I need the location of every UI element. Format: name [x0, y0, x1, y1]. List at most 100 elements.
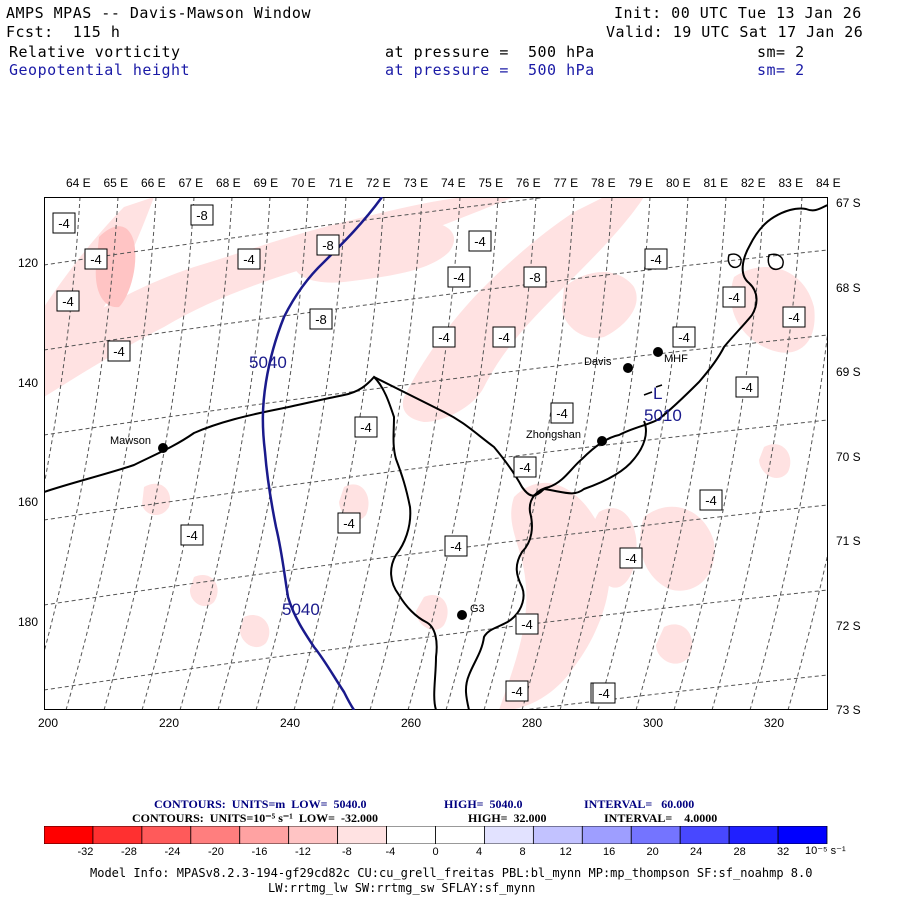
svg-text:-4: -4 — [498, 330, 510, 345]
colorbar-swatch — [44, 826, 94, 844]
meridian-line — [673, 197, 765, 710]
colorbar-swatch — [777, 826, 828, 844]
vorticity-contour-caption: CONTOURS: UNITS=10⁻⁵ s⁻¹ LOW= -32.000 — [132, 811, 379, 825]
svg-text:-4: -4 — [705, 493, 717, 508]
colorbar-swatch — [435, 826, 485, 844]
svg-text:-4: -4 — [474, 234, 486, 249]
colorbar-swatch — [190, 826, 241, 844]
colorbar-swatch — [92, 826, 143, 844]
height-contour-interval: INTERVAL= 60.000 — [584, 797, 695, 811]
svg-text:-4: -4 — [521, 617, 533, 632]
vorticity-band — [402, 197, 644, 422]
colorbar-swatch — [532, 826, 583, 844]
latitude-label: 69 S — [836, 365, 861, 379]
svg-text:-4: -4 — [438, 330, 450, 345]
vorticity-label: -4 — [735, 376, 759, 398]
vorticity-band — [656, 624, 693, 664]
colorbar-label: -8 — [342, 846, 352, 858]
coastline-islands — [643, 253, 784, 396]
vorticity-label: -4 — [84, 248, 108, 270]
longitude-label: 81 E — [703, 176, 729, 190]
map-frame — [44, 197, 828, 710]
colorbar-label: 28 — [733, 846, 746, 858]
meridian-line — [217, 197, 309, 710]
meridian-line — [65, 197, 157, 710]
svg-text:-8: -8 — [322, 238, 334, 253]
vorticity-label: -4 — [644, 248, 668, 270]
vorticity-label: -4 — [444, 535, 468, 557]
station-label: Mawson — [110, 435, 151, 447]
vorticity-band — [640, 506, 715, 591]
svg-text:-4: -4 — [360, 420, 372, 435]
field2-name: Geopotential height — [9, 61, 191, 79]
colorbar-label: 8 — [519, 846, 526, 858]
low-center-marker: L — [653, 384, 662, 403]
vorticity-label: -4 — [619, 547, 643, 569]
station-mhf-marker — [653, 347, 663, 357]
colorbar-swatch — [728, 826, 779, 844]
height-contour-5040-west — [261, 197, 384, 710]
vorticity-label: -4 — [513, 456, 537, 478]
colorbar-label: 4 — [476, 846, 483, 858]
colorbar-swatch — [484, 826, 534, 844]
colorbar-swatch — [288, 826, 339, 844]
svg-text:-4: -4 — [678, 330, 690, 345]
longitude-label: 73 E — [403, 176, 429, 190]
svg-text:-4: -4 — [113, 344, 125, 359]
longitude-label: 66 E — [141, 176, 166, 190]
colorbar-label: -12 — [295, 846, 311, 858]
svg-text:-4: -4 — [556, 406, 568, 421]
meridian-line — [787, 550, 828, 710]
longitude-label: 65 E — [103, 176, 129, 190]
longitude-label: 74 E — [441, 176, 466, 190]
svg-text:-8: -8 — [315, 312, 327, 327]
field1-name: Relative vorticity — [9, 43, 181, 61]
colorbar-label: -28 — [121, 846, 137, 858]
vorticity-label: -4 — [550, 402, 574, 424]
svg-text:-4: -4 — [58, 216, 70, 231]
longitude-label: 79 E — [628, 176, 654, 190]
vorticity-label: -4 — [592, 682, 616, 704]
vorticity-label: -4 — [492, 326, 516, 348]
colorbar-label: -24 — [164, 846, 181, 858]
field1-smoothing: sm= 2 — [757, 43, 805, 61]
x-tick-label: 220 — [159, 716, 180, 730]
vorticity-band — [499, 482, 610, 710]
vorticity-label: -8 — [316, 234, 340, 256]
x-tick-label: 280 — [522, 716, 543, 730]
height-contour-caption: CONTOURS: UNITS=m LOW= 5040.0 — [154, 797, 367, 811]
longitude-label: 72 E — [366, 176, 391, 190]
vorticity-band — [189, 575, 218, 607]
colorbar-swatch — [386, 826, 436, 844]
model-info: Model Info: MPASv8.2.3-194-gf29cd82c CU:… — [90, 866, 813, 880]
longitude-label: 67 E — [178, 176, 204, 190]
y-tick-label: 180 — [18, 614, 39, 629]
station-label: Zhongshan — [526, 429, 581, 441]
meridian-line — [44, 197, 119, 655]
colorbar-label: -32 — [77, 846, 94, 858]
meridian-line — [255, 197, 347, 710]
y-tick-label: 160 — [18, 495, 39, 509]
longitude-label: 76 E — [516, 176, 541, 190]
meridian-line — [749, 326, 828, 710]
vorticity-band — [142, 483, 171, 516]
meridian-line — [293, 197, 385, 710]
colorbar-label: 16 — [603, 846, 616, 858]
svg-text:-4: -4 — [728, 290, 740, 305]
colorbar-swatch — [630, 826, 681, 844]
coastline — [44, 204, 828, 710]
station-g3-marker — [457, 610, 467, 620]
svg-text:-4: -4 — [343, 516, 355, 531]
vorticity-labels: -4 -8 -4 -4 -8 -4 -4 -8 -4 -4 -8 -4 -4 -4 -4 -4 -4 -4 -4 -4… — [52, 204, 806, 704]
svg-text:-4: -4 — [741, 380, 753, 395]
svg-text:-4: -4 — [650, 252, 662, 267]
vorticity-label: -4 — [337, 512, 361, 534]
svg-text:-4: -4 — [186, 528, 198, 543]
vorticity-label: -4 — [107, 340, 131, 362]
longitude-label: 71 E — [328, 176, 354, 190]
longitude-label: 77 E — [553, 176, 579, 190]
meridian-line — [711, 197, 803, 710]
latitude-label: 67 S — [836, 196, 861, 210]
longitude-label: 84 E — [816, 176, 841, 190]
meridian-line — [103, 197, 195, 710]
